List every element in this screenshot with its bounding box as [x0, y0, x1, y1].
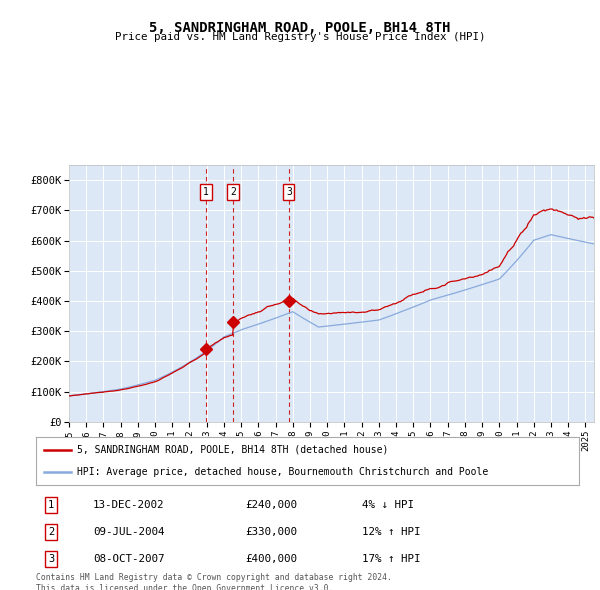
Text: 1: 1: [203, 187, 209, 197]
Text: 3: 3: [48, 554, 55, 564]
Text: 09-JUL-2004: 09-JUL-2004: [93, 527, 164, 537]
Text: 5, SANDRINGHAM ROAD, POOLE, BH14 8TH (detached house): 5, SANDRINGHAM ROAD, POOLE, BH14 8TH (de…: [77, 445, 388, 455]
Text: HPI: Average price, detached house, Bournemouth Christchurch and Poole: HPI: Average price, detached house, Bour…: [77, 467, 488, 477]
Text: 5, SANDRINGHAM ROAD, POOLE, BH14 8TH: 5, SANDRINGHAM ROAD, POOLE, BH14 8TH: [149, 21, 451, 35]
Text: 12% ↑ HPI: 12% ↑ HPI: [362, 527, 420, 537]
Text: Contains HM Land Registry data © Crown copyright and database right 2024.
This d: Contains HM Land Registry data © Crown c…: [36, 573, 392, 590]
Text: £240,000: £240,000: [245, 500, 297, 510]
Text: £330,000: £330,000: [245, 527, 297, 537]
Text: 2: 2: [230, 187, 236, 197]
Text: £400,000: £400,000: [245, 554, 297, 564]
Text: 4% ↓ HPI: 4% ↓ HPI: [362, 500, 414, 510]
Text: Price paid vs. HM Land Registry's House Price Index (HPI): Price paid vs. HM Land Registry's House …: [115, 32, 485, 42]
Text: 1: 1: [48, 500, 55, 510]
Text: 2: 2: [48, 527, 55, 537]
Text: 3: 3: [286, 187, 292, 197]
Text: 17% ↑ HPI: 17% ↑ HPI: [362, 554, 420, 564]
Text: 08-OCT-2007: 08-OCT-2007: [93, 554, 164, 564]
Text: 13-DEC-2002: 13-DEC-2002: [93, 500, 164, 510]
